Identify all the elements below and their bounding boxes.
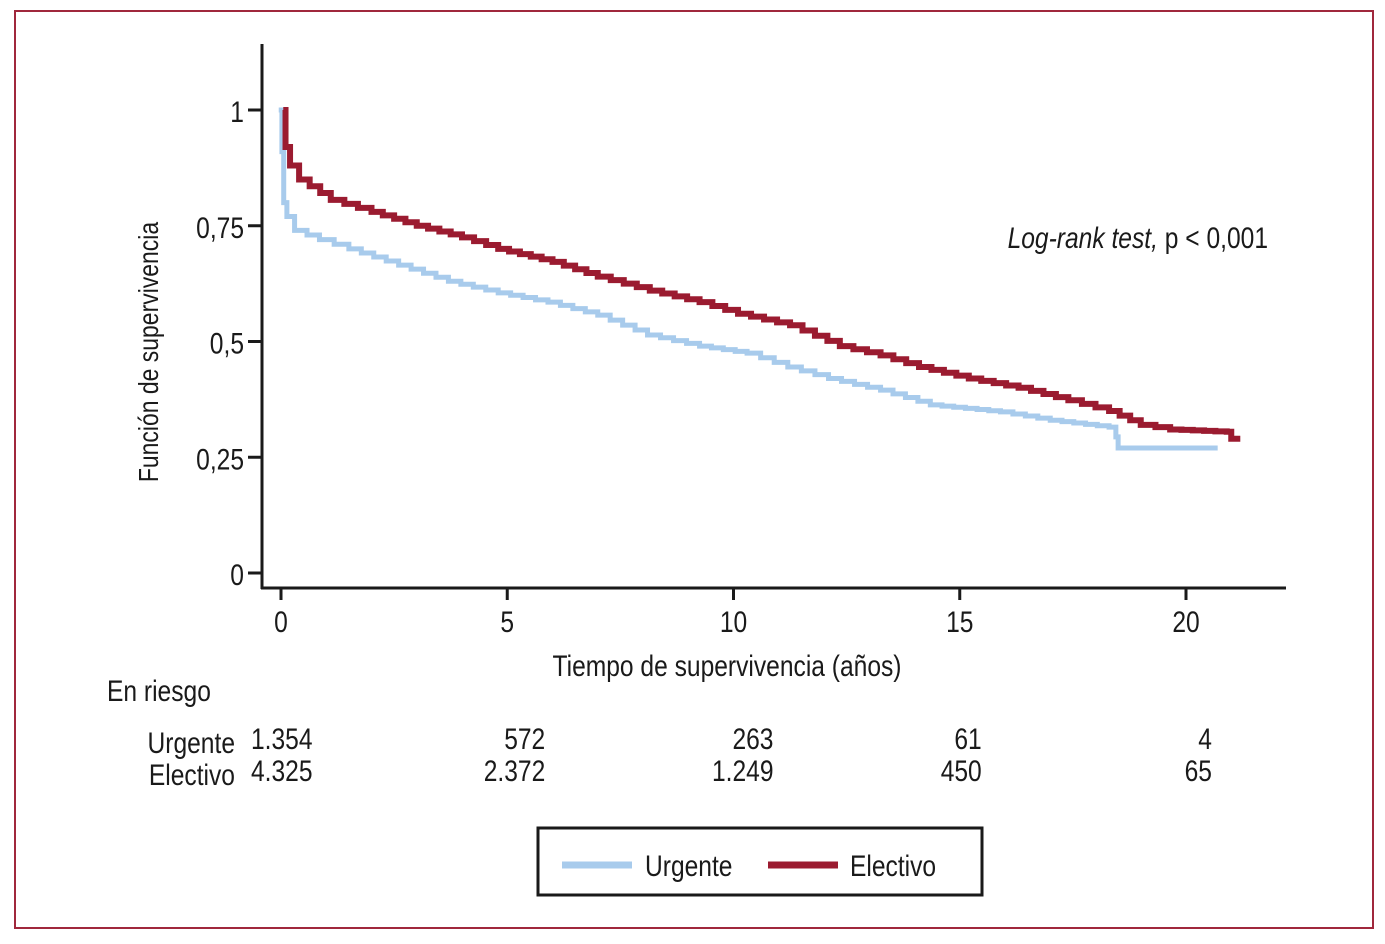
km-curve-electivo	[282, 107, 1241, 442]
y-axis-label: Función de supervivencia	[134, 221, 165, 482]
km-curve-urgente	[278, 107, 1218, 451]
figure-frame	[14, 10, 1374, 929]
legend-label-electivo: Electivo	[850, 849, 936, 883]
x-tick-label: 10	[720, 605, 747, 639]
risk-value: 4.325	[251, 754, 313, 788]
annotation-rest: p < 0,001	[1158, 221, 1268, 255]
risk-value: 4	[1198, 722, 1212, 756]
risk-value: 263	[732, 722, 773, 756]
legend-label-urgente: Urgente	[645, 849, 732, 883]
x-axis-label: Tiempo de supervivencia (años)	[553, 649, 902, 683]
legend: Urgente Electivo	[536, 826, 984, 897]
x-tick-label: 20	[1172, 605, 1199, 639]
y-tick-label: 0	[230, 558, 244, 592]
annotation-italic: Log-rank test,	[1008, 221, 1158, 255]
x-tick-label: 5	[500, 605, 514, 639]
log-rank-annotation: Log-rank test, p < 0,001	[1008, 221, 1268, 255]
curves	[278, 107, 1241, 451]
x-tick-label: 15	[946, 605, 973, 639]
risk-row-label: Urgente	[148, 726, 235, 760]
risk-value: 2.372	[484, 754, 546, 788]
x-tick-label: 0	[274, 605, 288, 639]
y-tick-label: 0,5	[210, 326, 244, 360]
risk-value: 572	[504, 722, 545, 756]
risk-value: 1.249	[712, 754, 774, 788]
y-tick-label: 0,75	[196, 210, 244, 244]
risk-value: 1.354	[251, 722, 313, 756]
risk-value: 65	[1185, 754, 1212, 788]
risk-value: 450	[941, 754, 982, 788]
y-tick-label: 0,25	[196, 442, 244, 476]
risk-row-label: Electivo	[149, 758, 235, 792]
risk-value: 61	[954, 722, 981, 756]
risk-table: En riesgo Urgente 1.354 572 263 61 4 Electivo 4.…	[107, 674, 1212, 792]
risk-table-title: En riesgo	[107, 674, 211, 708]
y-tick-label: 1	[230, 95, 244, 129]
